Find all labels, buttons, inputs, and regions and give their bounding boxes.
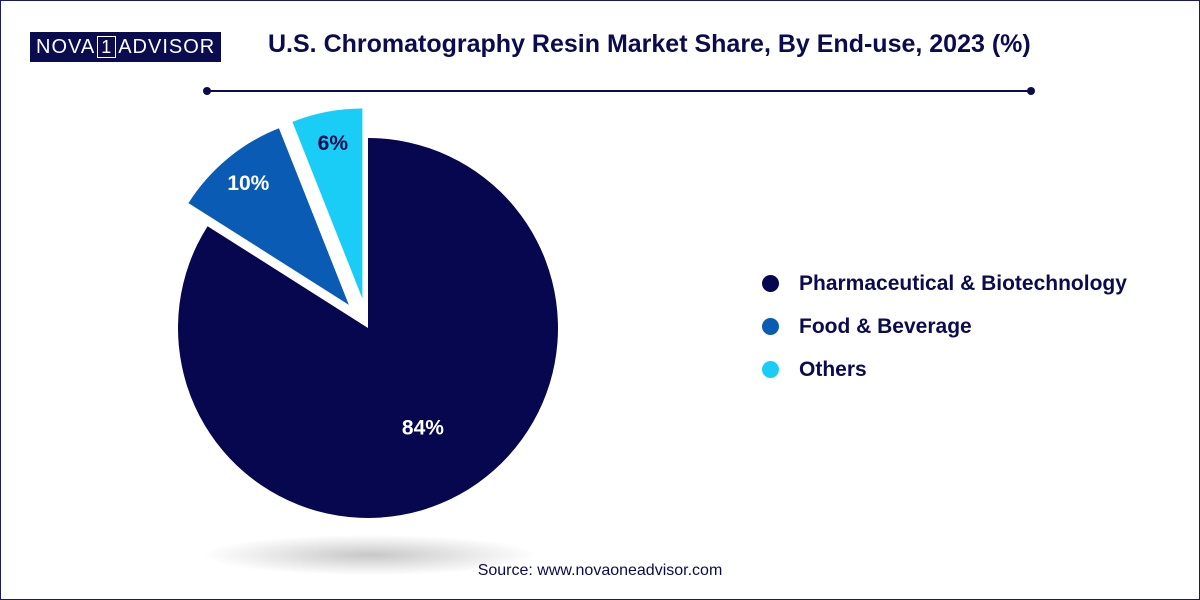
legend-label: Others — [799, 357, 867, 381]
legend-item: Others — [762, 348, 1127, 391]
pie-slice-label-1: 10% — [227, 172, 269, 195]
legend-label: Pharmaceutical & Biotechnology — [799, 271, 1127, 295]
source-note: Source: www.novaoneadvisor.com — [477, 562, 723, 579]
pie-slice-label-0: 84% — [402, 416, 444, 439]
legend-item: Pharmaceutical & Biotechnology — [762, 262, 1127, 305]
legend-marker — [762, 361, 779, 378]
legend-label: Food & Beverage — [799, 314, 972, 338]
logo-text-left: NOVA — [36, 35, 96, 58]
pie-shadow — [205, 535, 535, 575]
pie-slice-2 — [292, 108, 363, 299]
chart-legend: Pharmaceutical & Biotechnology Food & Bev… — [762, 262, 1127, 391]
title-divider — [203, 87, 1035, 95]
divider-dot-right — [1027, 87, 1035, 95]
legend-marker — [762, 275, 779, 292]
pie-slice-1 — [188, 128, 349, 305]
logo-text-right: ADVISOR — [118, 35, 216, 58]
legend-item: Food & Beverage — [762, 305, 1127, 348]
legend-marker — [762, 318, 779, 335]
chart-title: U.S. Chromatography Resin Market Share, … — [268, 30, 1031, 58]
pie-slice-0 — [178, 138, 558, 518]
divider-dot-left — [203, 87, 211, 95]
pie-slice-label-2: 6% — [318, 132, 349, 155]
brand-logo: NOVA 1 ADVISOR — [30, 32, 222, 62]
logo-text-mid: 1 — [97, 36, 117, 58]
